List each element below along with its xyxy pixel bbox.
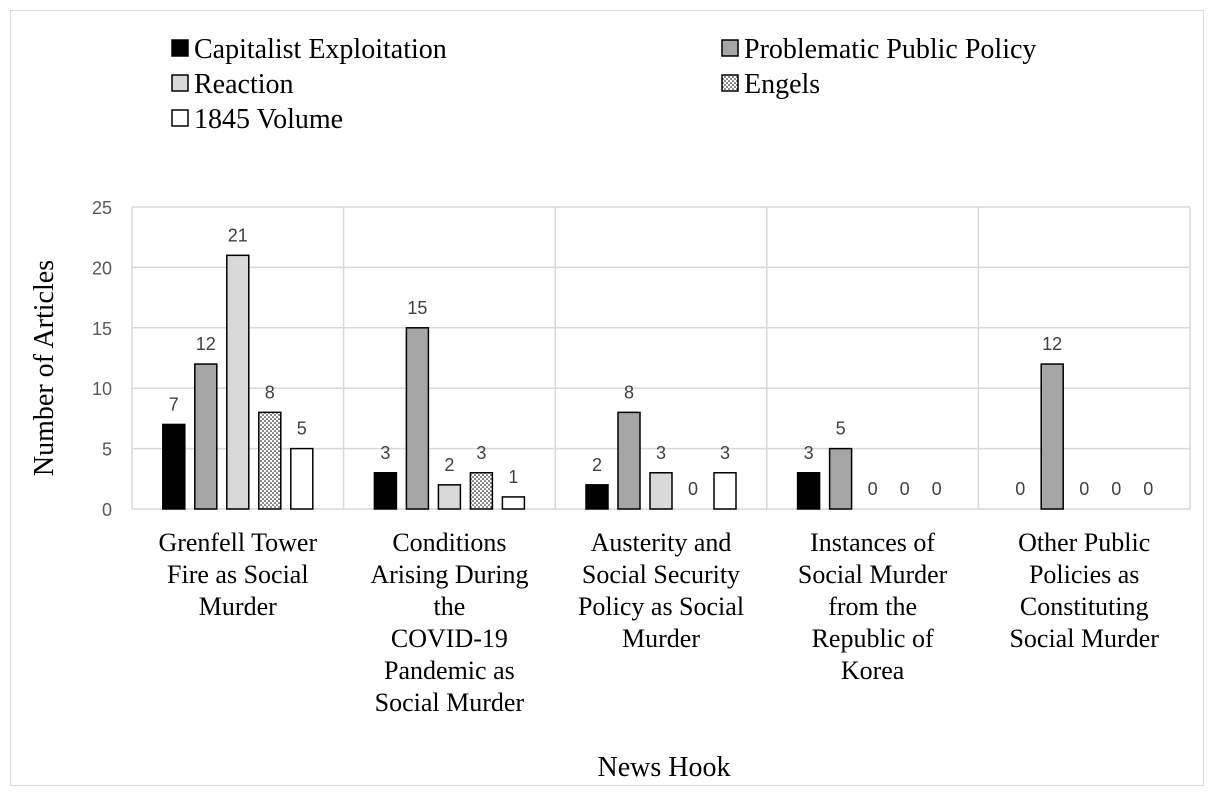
y-axis-title: Number of Articles [29,260,60,476]
bar [437,484,462,510]
data-label: 3 [656,443,666,463]
legend-label: Capitalist Exploitation [194,34,447,65]
data-label: 3 [476,443,486,463]
category-label: Austerity and [591,528,732,557]
category-label: Conditions [392,528,506,557]
category-label: COVID-19 [391,624,508,653]
data-label: 7 [169,394,179,414]
data-label: 12 [196,334,216,354]
category-label: Instances of [810,528,935,557]
bar [226,254,250,510]
bar [828,447,853,510]
category-label: Murder [199,592,277,621]
x-axis-title: News Hook [598,752,731,783]
data-label: 5 [297,419,307,439]
y-tick-label: 0 [102,500,112,520]
bar [373,472,398,510]
legend-label: Engels [744,69,820,100]
data-label: 0 [688,479,698,499]
category-label: Korea [841,656,905,685]
bar [162,423,186,510]
y-ticks: 0 5 10 15 20 25 [92,198,112,520]
data-label: 1 [508,467,518,487]
category-label: Grenfell Tower [158,528,317,557]
bar [469,472,494,510]
bar [796,472,821,510]
data-labels: 7 3 2 3 0 12 15 8 5 12 21 2 3 0 0 8 3 0 0 0 5 1 3 0 0 [169,225,1153,499]
category-label: Fire as Social [167,560,309,589]
data-label: 12 [1042,334,1062,354]
data-label: 8 [624,382,634,402]
legend-swatch [171,39,189,57]
y-tick-label: 10 [92,379,112,399]
data-label: 0 [900,479,910,499]
category-label: Social Murder [798,560,948,589]
category-label: Social Murder [1009,624,1159,653]
y-tick-label: 20 [92,258,112,278]
category-labels: Grenfell Tower Fire as Social Murder Condit… [158,528,1159,717]
bar [290,447,314,510]
category-label: the [434,592,466,621]
category-label: Social Murder [375,688,525,717]
bar [405,327,430,510]
data-label: 3 [720,443,730,463]
category-label: Other Public [1018,528,1150,557]
legend-label: 1845 Volume [194,104,343,135]
legend-swatch [721,74,739,92]
data-label: 3 [804,443,814,463]
category-label: Republic of [812,624,934,653]
data-label: 0 [1143,479,1153,499]
bar [258,411,282,510]
bar [617,411,641,510]
data-label: 0 [868,479,878,499]
data-label: 0 [1015,479,1025,499]
bar [501,496,526,510]
legend-label: Reaction [194,69,294,100]
bar [713,472,737,510]
bar [1040,363,1064,510]
data-label: 2 [592,455,602,475]
data-label: 21 [228,225,248,245]
y-tick-label: 5 [102,440,112,460]
category-label: Constituting [1020,592,1149,621]
bar [585,484,609,510]
legend-label: Problematic Public Policy [744,34,1036,65]
bars [162,254,1064,510]
category-label: Arising During [370,560,528,589]
data-label: 0 [1111,479,1121,499]
data-label: 0 [932,479,942,499]
category-label: from the [828,592,917,621]
y-tick-label: 25 [92,198,112,218]
bar [649,472,673,510]
data-label: 3 [380,443,390,463]
data-label: 5 [836,419,846,439]
legend-swatch [171,109,189,127]
category-label: Murder [622,624,700,653]
category-label: Policies as [1029,560,1140,589]
legend-swatch [721,39,739,57]
category-label: Social Security [582,560,740,589]
data-label: 0 [1079,479,1089,499]
bar [194,363,218,510]
y-tick-label: 15 [92,319,112,339]
data-label: 8 [265,382,275,402]
legend: Capitalist Exploitation Problematic Publi… [171,34,1036,135]
data-label: 2 [444,455,454,475]
data-label: 15 [407,298,427,318]
category-label: Policy as Social [578,592,744,621]
category-label: Pandemic as [384,656,515,685]
legend-swatch [171,74,189,92]
